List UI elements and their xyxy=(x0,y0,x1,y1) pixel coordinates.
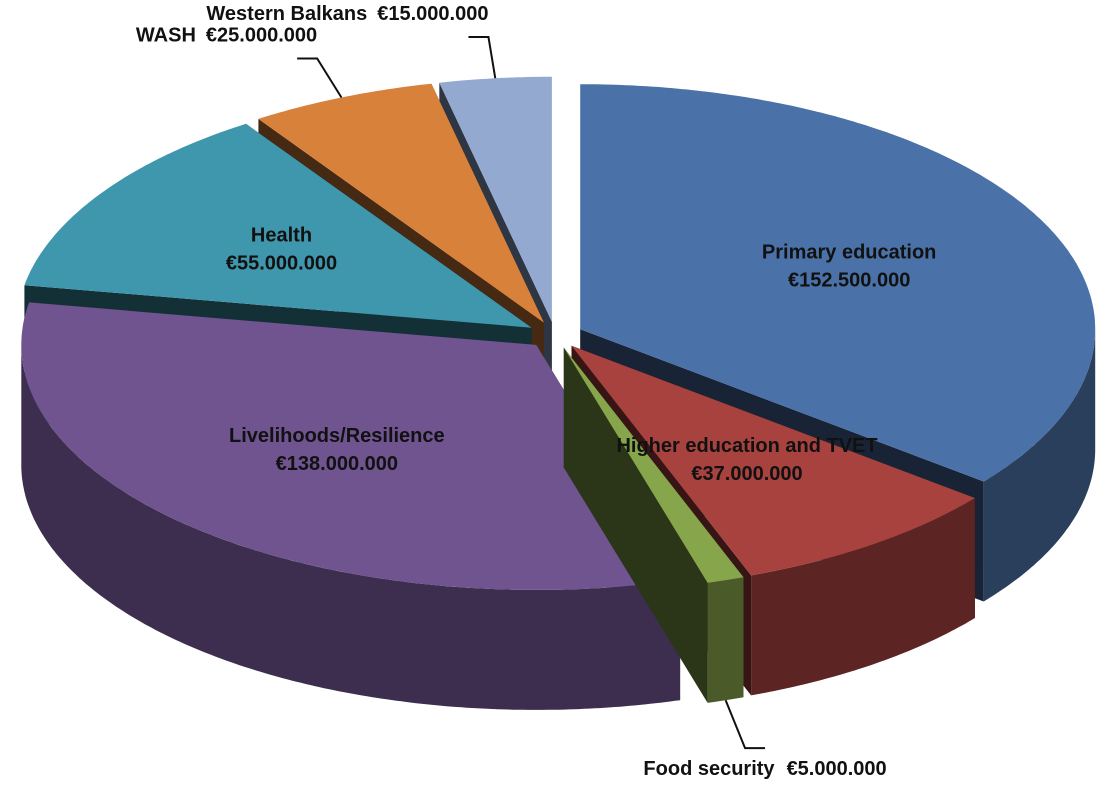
slice-wall xyxy=(983,329,1096,602)
slice-label-name: Western Balkans xyxy=(206,3,367,25)
slice-wall xyxy=(751,498,975,696)
slice-label: WASH €25.000.000 xyxy=(136,25,317,47)
leader-line xyxy=(468,36,497,79)
slice-wall xyxy=(707,577,744,703)
slice-side xyxy=(563,347,708,703)
slice xyxy=(571,345,975,576)
slice-label: Higher education and TVET xyxy=(616,435,877,457)
slice xyxy=(21,302,681,590)
slice-label-name: Food security xyxy=(643,758,775,780)
leader-line xyxy=(724,699,766,750)
slice-value-label: €25.000.000 xyxy=(206,25,317,47)
slice-value-label: €5.000.000 xyxy=(787,758,887,780)
slice-label: Western Balkans €15.000.000 xyxy=(206,3,488,25)
slice xyxy=(24,123,532,328)
slice-wall xyxy=(21,344,681,710)
slice-value-label: €152.500.000 xyxy=(788,270,910,292)
slice xyxy=(258,83,544,323)
leader-line xyxy=(297,57,343,99)
slice-value-label: €138.000.000 xyxy=(276,453,398,475)
slice-label: Health xyxy=(251,224,312,246)
slice-label: Food security €5.000.000 xyxy=(643,758,886,780)
slice xyxy=(580,84,1096,482)
slice-value-label: €55.000.000 xyxy=(226,252,337,274)
slice xyxy=(563,347,744,583)
slice-label: Livelihoods/Resilience xyxy=(229,425,445,447)
slice-label-name: WASH xyxy=(136,25,196,47)
slice-value-label: €15.000.000 xyxy=(377,3,488,25)
slice-value-label: €37.000.000 xyxy=(691,463,802,485)
slice xyxy=(439,76,552,322)
slice-label: Primary education xyxy=(762,242,937,264)
